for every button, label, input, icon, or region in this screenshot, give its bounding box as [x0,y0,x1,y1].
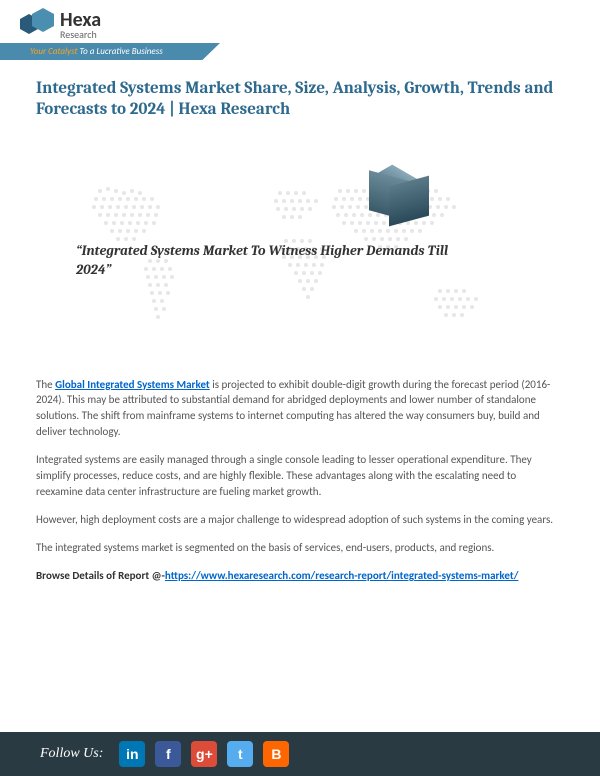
logo-sub-text: Research [60,30,101,40]
paragraph-1: The Global Integrated Systems Market is … [36,377,564,441]
logo-main-text: Hexa [60,10,101,30]
p1-prefix: The [36,378,55,391]
linkedin-icon[interactable]: in [119,741,145,767]
tagline-prefix: Your Catalyst [30,46,77,57]
blogger-icon[interactable]: B [263,741,289,767]
tagline-bar: Your Catalyst To a Lucrative Business [0,43,220,60]
facebook-icon[interactable]: f [155,741,181,767]
cube-icon [374,161,444,231]
hexa-logo-icon [20,8,54,42]
browse-url-link[interactable]: https://www.hexaresearch.com/research-re… [165,569,519,582]
hero-graphic: “Integrated Systems Market To Witness Hi… [36,151,564,361]
paragraph-2: Integrated systems are easily managed th… [36,452,564,500]
page-title: Integrated Systems Market Share, Size, A… [36,78,564,121]
content-area: Integrated Systems Market Share, Size, A… [0,60,600,606]
logo: Hexa Research [20,8,580,42]
hero-quote: “Integrated Systems Market To Witness Hi… [76,241,456,280]
google-plus-icon[interactable]: g+ [191,741,217,767]
body-text: The Global Integrated Systems Market is … [36,377,564,584]
footer: Follow Us: in f g+ t B [0,732,600,776]
paragraph-3: However, high deployment costs are a maj… [36,512,564,528]
follow-us-label: Follow Us: [40,746,103,762]
browse-label: Browse Details of Report @- [36,569,165,582]
paragraph-4: The integrated systems market is segment… [36,540,564,556]
header: Hexa Research Your Catalyst To a Lucrati… [0,0,600,60]
browse-line: Browse Details of Report @-https://www.h… [36,568,564,584]
market-link[interactable]: Global Integrated Systems Market [55,378,210,391]
twitter-icon[interactable]: t [227,741,253,767]
tagline-suffix: To a Lucrative Business [80,46,163,57]
